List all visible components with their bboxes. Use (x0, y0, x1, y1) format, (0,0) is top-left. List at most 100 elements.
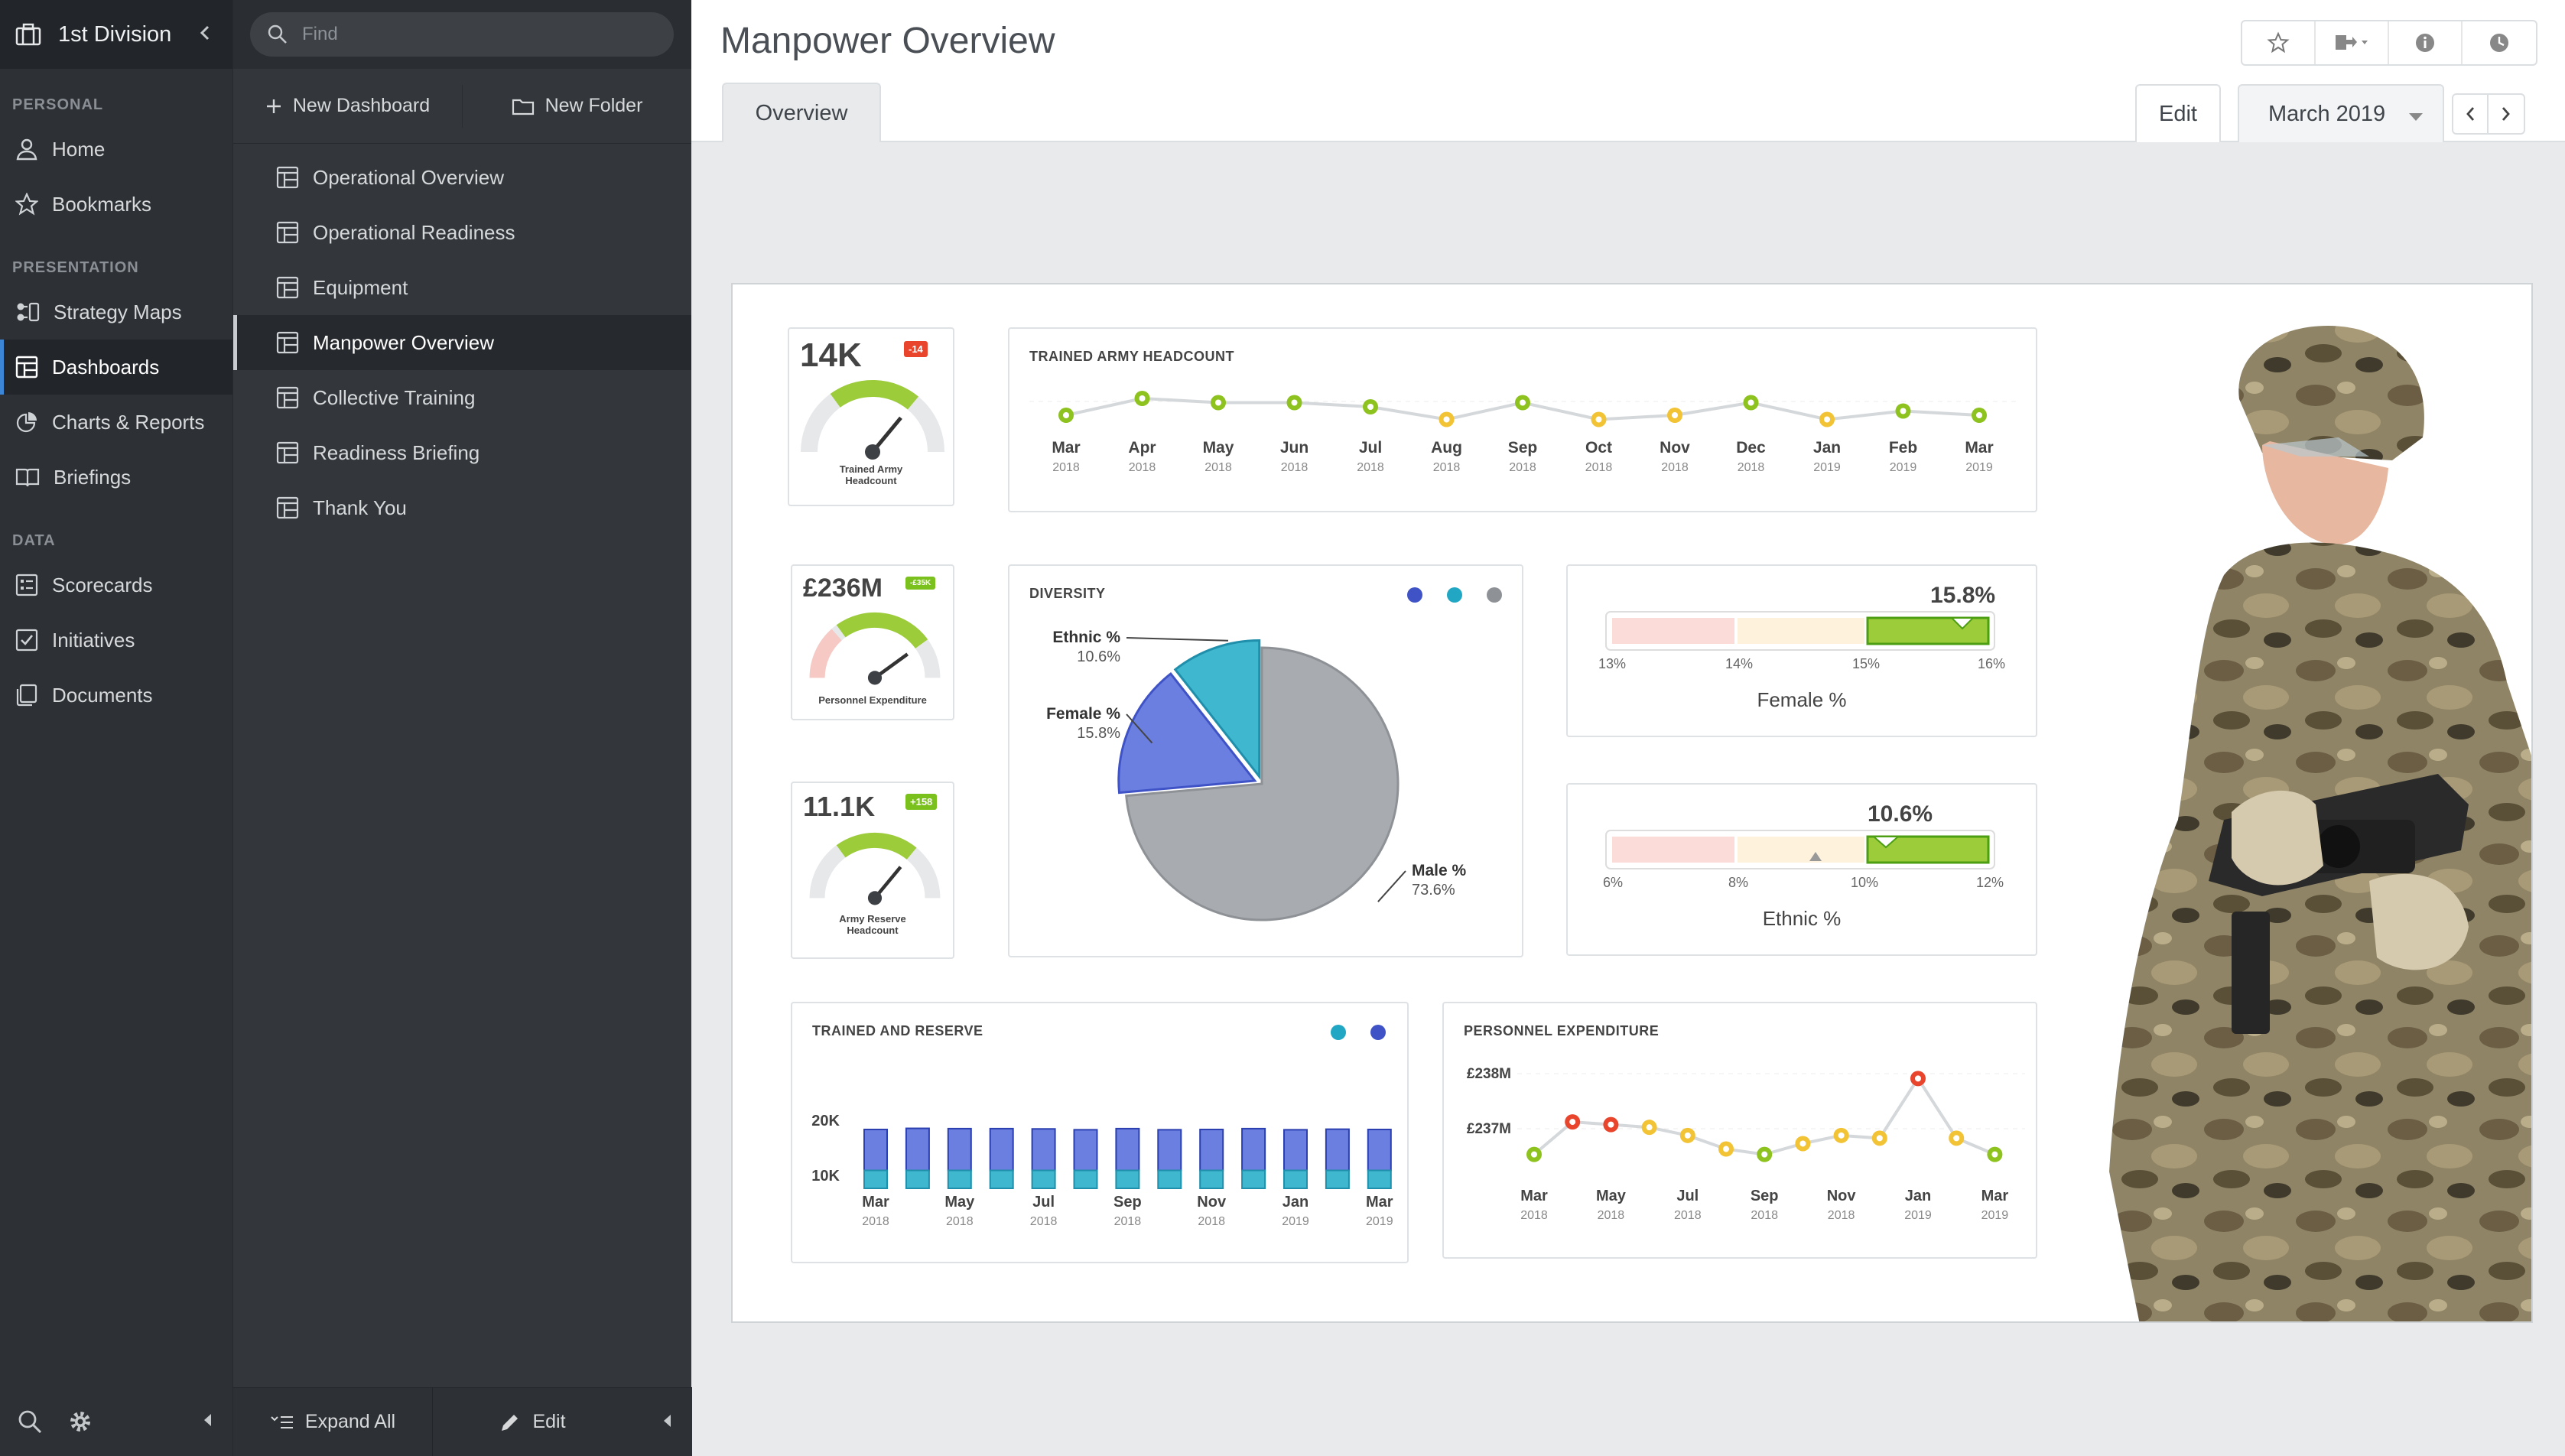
nav-item-scorecards[interactable]: Scorecards (0, 557, 232, 613)
bar-trained (1157, 1129, 1182, 1172)
new-dashboard-label: New Dashboard (292, 95, 431, 116)
leader-line (1377, 870, 1406, 902)
info-button[interactable] (2389, 21, 2463, 64)
diversity-chart[interactable]: DIVERSITY Ethnic % 10.6% Female % 15.8% Male… (1008, 564, 1523, 957)
data-point-center (1915, 1075, 1921, 1082)
header-toolbar (2241, 20, 2537, 66)
user-icon (16, 138, 37, 161)
tick-label: 15% (1852, 656, 1881, 671)
tree-actions: New Dashboard New Folder (233, 69, 691, 144)
new-folder-button[interactable]: New Folder (463, 95, 691, 117)
kpi-reserve-headcount[interactable]: 11.1K +158 Army Reserve Headcount (791, 782, 954, 959)
ethnic-percent-bullet[interactable]: 10.6% 6% 8% 10% 12% Ethnic % (1566, 783, 2037, 956)
y-tick-label: 10K (811, 1168, 840, 1185)
kpi-personnel-expenditure[interactable]: £236M -£35K Personnel Expenditure (791, 564, 954, 720)
x-tick-year: 2018 (862, 1215, 889, 1228)
data-point-center (1063, 412, 1069, 418)
trained-headcount-chart[interactable]: TRAINED ARMY HEADCOUNT Mar 2018 Apr 2018 May… (1008, 327, 2037, 512)
collapse-left-icon[interactable] (662, 1412, 672, 1429)
chevron-left-icon[interactable] (199, 23, 211, 43)
kpi-value: 11.1K (803, 791, 876, 822)
slice-label: Ethnic % (1052, 629, 1120, 646)
dashboard-tree-item[interactable]: Equipment (233, 260, 691, 315)
bar-reserve (989, 1169, 1014, 1190)
period-selector[interactable]: March 2019 (2238, 84, 2444, 142)
gear-icon[interactable] (67, 1409, 93, 1435)
edit-label: Edit (532, 1411, 566, 1432)
bullet-bar (1605, 611, 1995, 651)
collapse-left-icon[interactable] (202, 1412, 213, 1428)
section-presentation: PRESENTATION (12, 259, 139, 276)
legend-dot (1370, 1025, 1386, 1040)
prev-period-button[interactable] (2453, 95, 2489, 133)
kpi-trained-headcount[interactable]: 14K -14 Trained Army Headcount (788, 327, 954, 506)
dashboard-tree-item[interactable]: Operational Overview (233, 150, 691, 205)
bookmark-button[interactable] (2242, 21, 2316, 64)
data-point-center (1747, 399, 1754, 406)
tree-footer: Expand All Edit (233, 1387, 692, 1456)
dashboard-tree-item[interactable]: Readiness Briefing (233, 425, 691, 480)
nav-item-strategy-maps[interactable]: Strategy Maps (0, 284, 232, 340)
bar-trained (905, 1127, 930, 1172)
search-icon[interactable] (17, 1409, 43, 1435)
dashboard-tree-item[interactable]: Operational Readiness (233, 205, 691, 260)
dashboard-tree-item[interactable]: Collective Training (233, 370, 691, 425)
x-tick-year: 2018 (1674, 1209, 1702, 1222)
nav-label: Home (52, 137, 106, 161)
x-tick-label: May (944, 1194, 975, 1211)
data-point-center (1684, 1132, 1691, 1139)
female-percent-bullet[interactable]: 15.8% 13% 14% 15% 16% Female % (1566, 564, 2037, 737)
export-button[interactable] (2316, 21, 2389, 64)
search-icon (268, 24, 287, 44)
bar-reserve (1115, 1169, 1140, 1190)
x-tick-year: 2019 (1366, 1215, 1393, 1228)
tick-label: 13% (1598, 656, 1627, 671)
documents-icon (16, 684, 37, 707)
x-tick-label: Aug (1431, 439, 1462, 457)
nav-item-briefings[interactable]: Briefings (0, 450, 232, 505)
dashboard-icon (276, 276, 299, 299)
dashboard-tree-label: Manpower Overview (313, 330, 494, 354)
nav-item-charts-reports[interactable]: Charts & Reports (0, 395, 232, 450)
dashboard-tree-item[interactable]: Manpower Overview (233, 315, 691, 370)
x-tick-year: 2018 (946, 1215, 974, 1228)
y-tick-label: 20K (811, 1113, 840, 1129)
chart-title: DIVERSITY (1029, 586, 1106, 601)
checkbox-icon (15, 629, 38, 652)
data-point-center (1672, 412, 1678, 418)
nav-item-bookmarks[interactable]: Bookmarks (0, 177, 232, 232)
personnel-expenditure-chart[interactable]: PERSONNEL EXPENDITURE £238M £237M Mar 2018 M… (1442, 1002, 2037, 1259)
dashboard-tree-item[interactable]: Thank You (233, 480, 691, 535)
bar-reserve (863, 1169, 888, 1190)
nav-label: Initiatives (52, 628, 135, 652)
tick-label: 16% (1978, 656, 2006, 671)
tab-overview[interactable]: Overview (722, 83, 881, 142)
history-button[interactable] (2463, 21, 2536, 64)
bar-trained (1199, 1129, 1224, 1172)
kpi-value: £236M (803, 574, 883, 603)
x-tick-label: Oct (1585, 439, 1612, 457)
next-period-button[interactable] (2489, 95, 2524, 133)
find-input[interactable]: Find (250, 12, 674, 57)
edit-tree-button[interactable]: Edit (433, 1411, 632, 1434)
nav-item-dashboards[interactable]: Dashboards (0, 340, 232, 395)
x-tick-year: 2018 (1204, 461, 1232, 474)
edit-dashboard-button[interactable]: Edit (2135, 84, 2221, 142)
main-sidebar: 1st Division PERSONAL Home Bookmarks PRE… (0, 0, 232, 1456)
nav-item-documents[interactable]: Documents (0, 668, 232, 723)
dashboard-icon (276, 386, 299, 409)
nav-item-initiatives[interactable]: Initiatives (0, 613, 232, 668)
bar-reserve (1073, 1169, 1098, 1190)
x-tick-label: Sep (1113, 1194, 1142, 1211)
org-header[interactable]: 1st Division (0, 0, 232, 69)
new-dashboard-button[interactable]: New Dashboard (233, 95, 462, 117)
x-tick-label: Nov (1660, 439, 1690, 457)
nav-item-home[interactable]: Home (0, 122, 232, 177)
trained-reserve-chart[interactable]: TRAINED AND RESERVE 20K 10K Mar 2018 May 2018… (791, 1002, 1409, 1263)
bar-reserve (1367, 1169, 1392, 1190)
kpi-badge: -14 (904, 341, 928, 357)
chart-title: PERSONNEL EXPENDITURE (1464, 1023, 1660, 1038)
x-tick-year: 2019 (1813, 461, 1841, 474)
nav-label: Documents (52, 683, 153, 707)
expand-all-button[interactable]: Expand All (233, 1411, 432, 1433)
